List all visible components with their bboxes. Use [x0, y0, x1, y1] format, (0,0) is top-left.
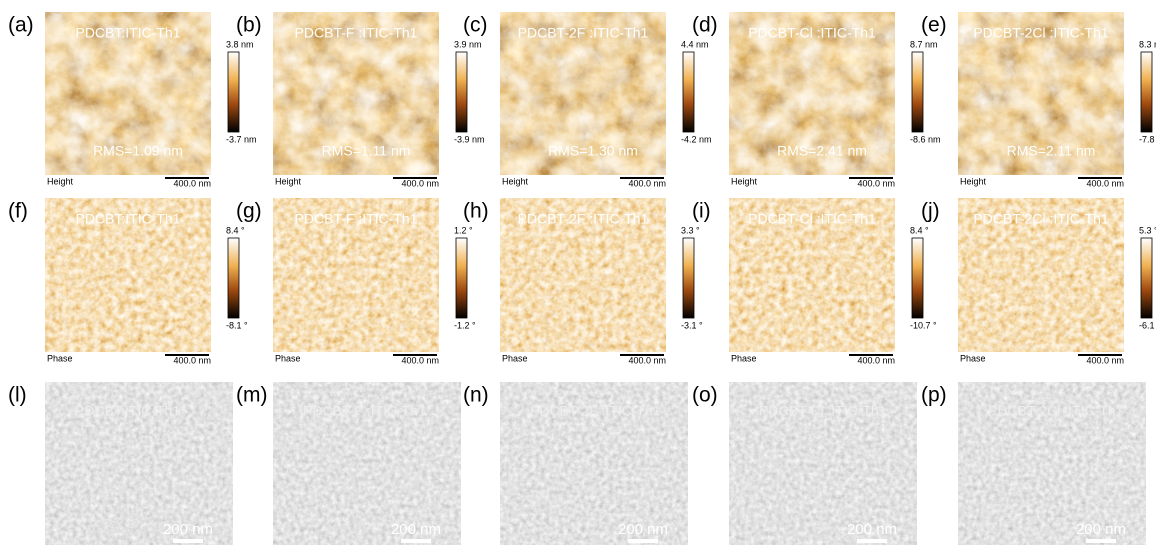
colorbar-max: 1.2 ° — [454, 225, 473, 235]
scale-label: 400.0 nm — [1086, 178, 1124, 188]
mode-label: Height — [731, 176, 758, 186]
rms-label: RMS=2.41 nm — [777, 143, 867, 159]
colorbar — [912, 52, 923, 132]
panel-letter: (h) — [463, 200, 489, 223]
colorbar-max: 3.8 nm — [226, 39, 254, 49]
mode-label: Height — [275, 176, 302, 186]
mode-label: Phase — [502, 353, 528, 363]
colorbar-max: 5.3 ° — [1139, 225, 1156, 235]
colorbar-min: -7.8 nm — [1139, 134, 1156, 144]
scale-label: 400.0 nm — [857, 178, 895, 188]
colorbar-min: -4.2 nm — [681, 134, 712, 144]
scale-bar — [628, 539, 658, 543]
sample-label: PDCBT-2Cl :ITIC-Th1 — [988, 403, 1124, 419]
panel-letter: (g) — [236, 200, 262, 223]
mode-label: Height — [502, 176, 529, 186]
scale-label: 400.0 nm — [401, 355, 439, 365]
panel-letter: (o) — [692, 384, 718, 407]
colorbar — [456, 238, 467, 318]
scale-label: 200 nm — [391, 521, 441, 538]
panel-letter: (d) — [692, 14, 718, 37]
rms-label: RMS=2.11 nm — [1007, 143, 1096, 159]
colorbar — [228, 238, 239, 318]
mode-label: Height — [47, 176, 74, 186]
colorbar — [228, 52, 239, 132]
colorbar-max: 8.4 ° — [910, 225, 929, 235]
colorbar — [683, 52, 694, 132]
colorbar-max: 3.3 ° — [681, 225, 700, 235]
colorbar-max: 3.9 nm — [454, 39, 482, 49]
colorbar — [912, 238, 923, 318]
sample-label: PDCBT-F :ITIC-Th1 — [295, 211, 418, 227]
sample-label: PDCBT-F :ITIC-Th1 — [303, 403, 426, 419]
colorbar-min: -8.6 nm — [910, 134, 941, 144]
sample-label: PDCBT-Cl :ITIC-Th1 — [748, 25, 876, 41]
mode-label: Phase — [731, 353, 757, 363]
scale-label: 200 nm — [847, 521, 897, 538]
scale-bar — [401, 539, 431, 543]
colorbar-min: -3.9 nm — [454, 134, 485, 144]
figure: (a) PDCBT:ITIC-Th1 RMS=1.09 nm Height 400.0 … — [0, 0, 1156, 549]
sample-label: PDCBT-Cl :ITIC-Th1 — [759, 403, 887, 419]
scale-label: 400.0 nm — [401, 178, 439, 188]
colorbar-max: 8.7 nm — [910, 39, 938, 49]
scale-label: 400.0 nm — [628, 355, 666, 365]
sample-label: PDCBT-Cl :ITIC-Th1 — [748, 211, 876, 227]
sample-label: PDCBT:ITIC-Th1 — [75, 211, 180, 227]
colorbar — [1141, 238, 1152, 318]
panel-letter: (m) — [236, 384, 267, 407]
panel-letter: (b) — [236, 14, 262, 37]
scale-bar — [1086, 539, 1116, 543]
scale-label: 200 nm — [1076, 521, 1126, 538]
sample-label: PDCBT-F :ITIC-Th1 — [295, 25, 418, 41]
colorbar-min: -6.1 ° — [1139, 320, 1156, 330]
colorbar — [456, 52, 467, 132]
colorbar-max: 8.3 nm — [1139, 39, 1156, 49]
rms-label: RMS=1.11 nm — [322, 143, 411, 159]
sample-label: PDCBT-2F :ITIC-Th1 — [518, 211, 649, 227]
panel-letter: (f) — [8, 200, 28, 223]
rms-label: RMS=1.09 nm — [93, 143, 183, 159]
colorbar-max: 8.4 ° — [226, 225, 245, 235]
scale-bar — [173, 539, 203, 543]
colorbar-min: -3.1 ° — [681, 320, 703, 330]
mode-label: Phase — [275, 353, 301, 363]
panel-letter: (n) — [463, 384, 489, 407]
colorbar-max: 4.4 nm — [681, 39, 709, 49]
panel-letter: (j) — [921, 200, 940, 223]
sample-label: PDCBT-2F :ITIC-Th1 — [530, 403, 661, 419]
panel-letter: (a) — [8, 14, 34, 37]
sample-label: PDCBT-2Cl :ITIC-Th1 — [973, 25, 1109, 41]
colorbar-min: -8.1 ° — [226, 320, 248, 330]
mode-label: Phase — [960, 353, 986, 363]
panel-letter: (i) — [692, 200, 711, 223]
panel-letter: (l) — [8, 384, 27, 407]
scale-label: 200 nm — [618, 521, 668, 538]
colorbar-min: -1.2 ° — [454, 320, 476, 330]
colorbar-min: -10.7 ° — [910, 320, 937, 330]
scale-label: 400.0 nm — [173, 355, 211, 365]
scale-label: 400.0 nm — [857, 355, 895, 365]
scale-label: 400.0 nm — [173, 178, 211, 188]
sample-label: PDCBT-2F :ITIC-Th1 — [518, 25, 649, 41]
panel-letter: (c) — [463, 14, 488, 37]
scale-bar — [857, 539, 887, 543]
panel-letter: (e) — [921, 14, 947, 37]
scale-label: 400.0 nm — [1086, 355, 1124, 365]
scale-label: 400.0 nm — [628, 178, 666, 188]
colorbar-min: -3.7 nm — [226, 134, 257, 144]
colorbar — [683, 238, 694, 318]
sample-label: PDCBT:ITIC-Th1 — [75, 25, 180, 41]
sample-label: PDCBT:ITIC-Th1 — [75, 403, 180, 419]
panel-letter: (p) — [921, 384, 947, 407]
scale-label: 200 nm — [163, 521, 213, 538]
sample-label: PDCBT-2Cl :ITIC-Th1 — [973, 211, 1109, 227]
rms-label: RMS=1.30 nm — [548, 143, 638, 159]
mode-label: Height — [960, 176, 987, 186]
mode-label: Phase — [47, 353, 73, 363]
colorbar — [1141, 52, 1152, 132]
